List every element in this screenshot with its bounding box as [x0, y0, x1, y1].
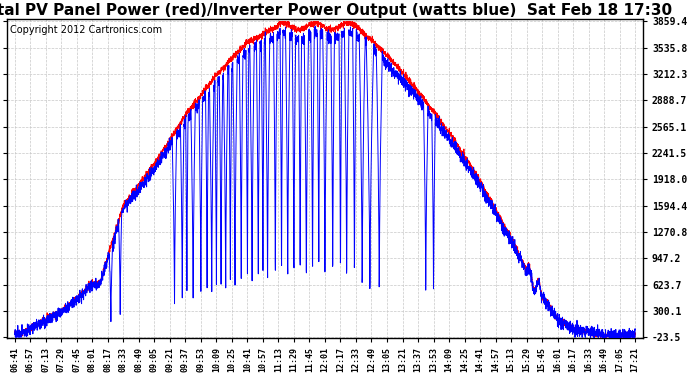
Text: Copyright 2012 Cartronics.com: Copyright 2012 Cartronics.com	[10, 26, 162, 35]
Title: Total PV Panel Power (red)/Inverter Power Output (watts blue)  Sat Feb 18 17:30: Total PV Panel Power (red)/Inverter Powe…	[0, 3, 672, 18]
